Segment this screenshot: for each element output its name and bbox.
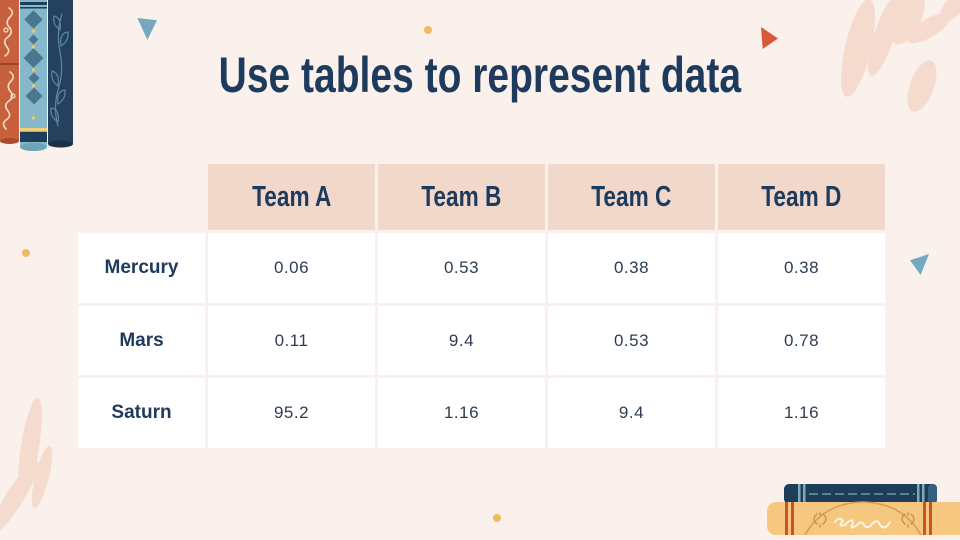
column-header-label: Team B bbox=[421, 180, 502, 213]
books-spines-icon bbox=[0, 0, 73, 151]
table-cell: 9.4 bbox=[548, 378, 715, 448]
column-header-label: Team D bbox=[761, 180, 842, 213]
table-cell: 9.4 bbox=[378, 306, 545, 375]
column-header-label: Team A bbox=[251, 180, 332, 213]
books-stack-decoration bbox=[765, 480, 960, 540]
dot-accent-icon bbox=[22, 249, 30, 257]
page-title-text: Use tables to represent data bbox=[218, 47, 742, 103]
table-cell: 0.53 bbox=[378, 233, 545, 303]
table-cell: 0.53 bbox=[548, 306, 715, 375]
splash-bottom-left-decoration bbox=[0, 385, 70, 540]
table-cell: 1.16 bbox=[378, 378, 545, 448]
row-label-saturn: Saturn bbox=[78, 378, 205, 448]
table-cell: 0.78 bbox=[718, 306, 885, 375]
table-cell: 95.2 bbox=[208, 378, 375, 448]
splash-icon bbox=[0, 397, 53, 540]
table-cell: 0.06 bbox=[208, 233, 375, 303]
column-header-team-d: Team D bbox=[718, 164, 885, 230]
column-header-label: Team C bbox=[591, 180, 672, 213]
dot-accent-icon bbox=[493, 514, 501, 522]
table-cell: 0.11 bbox=[208, 306, 375, 375]
table-cell: 0.38 bbox=[548, 233, 715, 303]
books-stack-icon bbox=[767, 484, 960, 536]
table-cell: 0.38 bbox=[718, 233, 885, 303]
triangle-accent-icon bbox=[137, 18, 157, 40]
page-title: Use tables to represent data bbox=[0, 46, 960, 104]
column-header-team-b: Team B bbox=[378, 164, 545, 230]
books-spines-decoration bbox=[0, 0, 74, 157]
splash-icon bbox=[841, 0, 960, 112]
table-cell: 1.16 bbox=[718, 378, 885, 448]
column-header-team-a: Team A bbox=[208, 164, 375, 230]
triangle-accent-icon bbox=[910, 254, 929, 275]
dot-accent-icon bbox=[424, 26, 432, 34]
column-header-team-c: Team C bbox=[548, 164, 715, 230]
splash-top-right-decoration bbox=[810, 0, 960, 125]
row-label-mercury: Mercury bbox=[78, 233, 205, 303]
row-label-mars: Mars bbox=[78, 306, 205, 375]
table-corner-cell bbox=[78, 164, 205, 230]
data-table: Team A Team B Team C Team D Mercury 0.06… bbox=[78, 164, 885, 448]
